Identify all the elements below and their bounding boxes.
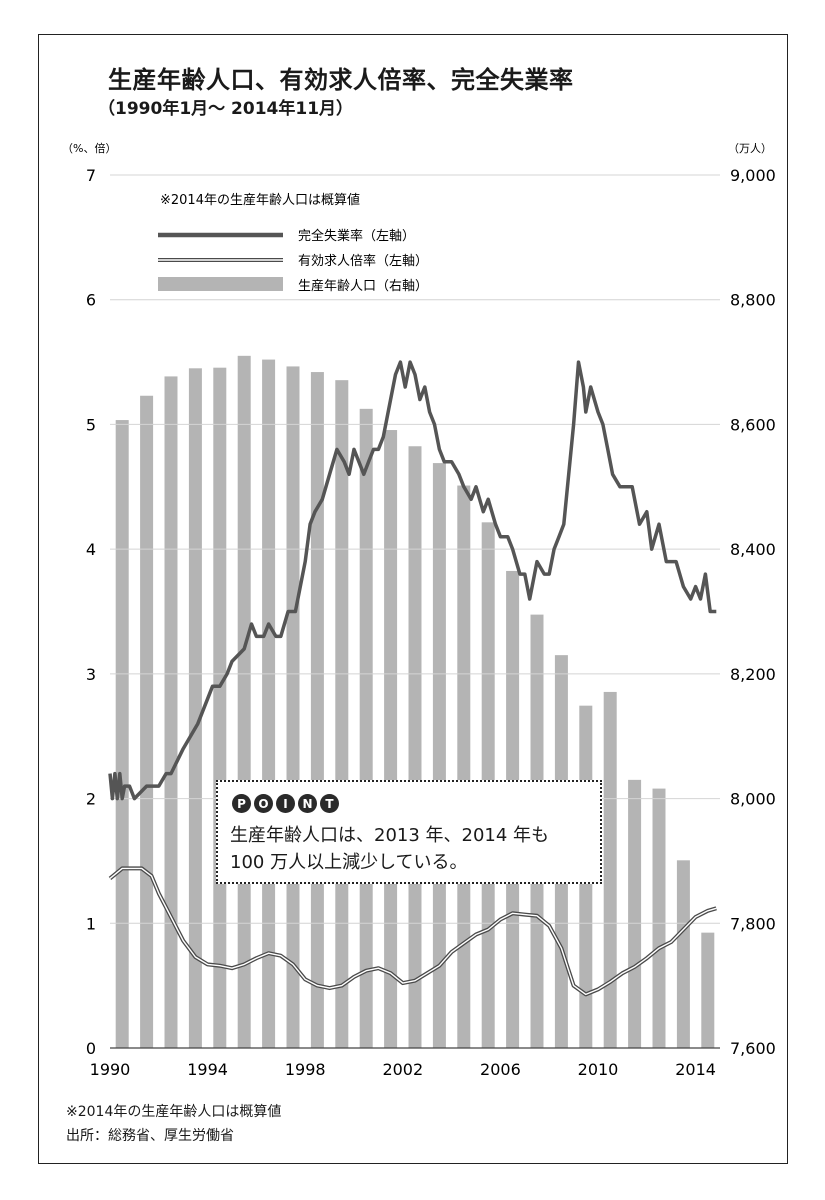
footnote: ※2014年の生産年齢人口は概算値 (66, 1104, 282, 1120)
right-axis-tick-label: 8,200 (730, 665, 776, 684)
left-axis-tick-label: 0 (86, 1039, 96, 1058)
left-axis-unit: （%、倍） (62, 141, 116, 155)
population-bar (628, 779, 642, 1048)
legend-working-age-swatch (158, 277, 283, 291)
right-axis-tick-label: 8,800 (730, 291, 776, 310)
legend-working-age-label: 生産年齢人口（右軸） (298, 278, 428, 294)
chart-subtitle: （1990年1月～ 2014年11月） (98, 99, 354, 119)
point-badge-letter: O (254, 794, 273, 813)
left-axis-tick-label: 5 (86, 415, 96, 434)
source-note: 出所：総務省、厚生労働省 (66, 1128, 234, 1144)
x-axis-tick-label: 2002 (382, 1060, 423, 1079)
population-bar (286, 366, 300, 1049)
x-axis-tick-label: 2010 (578, 1060, 619, 1079)
chart-title: 生産年齢人口、有効求人倍率、完全失業率 (108, 66, 574, 94)
point-badge-letter: T (320, 794, 339, 813)
population-bar (188, 368, 202, 1048)
left-axis-tick-label: 7 (86, 166, 96, 185)
population-bar (408, 446, 422, 1049)
unemployment-line (108, 360, 717, 801)
population-bar (140, 395, 154, 1049)
legend-note: ※2014年の生産年齢人口は概算値 (160, 192, 360, 208)
population-bar (115, 420, 129, 1048)
point-badge-letter: I (276, 794, 295, 813)
population-bar (237, 355, 251, 1049)
population-bar (310, 372, 324, 1048)
population-bar (164, 376, 178, 1048)
population-bar (652, 788, 666, 1048)
point-badge: P O I N T (232, 794, 339, 813)
right-axis-unit: （万人） (728, 142, 772, 155)
right-axis-tick-label: 9,000 (730, 166, 776, 185)
left-axis-tick-label: 1 (86, 914, 96, 933)
population-bar (432, 463, 446, 1049)
population-bar (384, 430, 398, 1048)
legend-unemployment-label: 完全失業率（左軸） (298, 228, 415, 244)
left-axis-tick-label: 3 (86, 665, 96, 684)
right-axis-tick-label: 7,800 (730, 914, 776, 933)
population-bar (335, 380, 349, 1048)
grid-lines (110, 174, 720, 1049)
chart-axes: 0 1 2 3 4 5 6 7 7,600 7,800 8,000 8,200 8,400 8,600 8,… (86, 166, 776, 1079)
population-bar (213, 367, 227, 1048)
right-axis-tick-label: 8,000 (730, 790, 776, 809)
right-axis-tick-label: 8,400 (730, 540, 776, 559)
x-axis-tick-label: 2014 (675, 1060, 716, 1079)
population-bar (457, 485, 471, 1048)
left-axis-tick-label: 2 (86, 790, 96, 809)
x-axis-tick-label: 1994 (187, 1060, 228, 1079)
right-axis-tick-label: 8,600 (730, 415, 776, 434)
population-bar (676, 860, 690, 1048)
left-axis-tick-label: 6 (86, 291, 96, 310)
legend-job-ratio-label: 有効求人倍率（左軸） (298, 253, 428, 269)
point-badge-letter: P (232, 794, 251, 813)
population-bar (701, 932, 715, 1048)
x-axis-tick-label: 2006 (480, 1060, 521, 1079)
point-callout: P O I N T 生産年齢人口は、2013 年、2014 年も 100 万人以… (216, 780, 602, 884)
population-bar (603, 691, 617, 1048)
population-bar (262, 359, 276, 1048)
point-badge-letter: N (298, 794, 317, 813)
left-axis-tick-label: 4 (86, 540, 96, 559)
legend: ※2014年の生産年齢人口は概算値 完全失業率（左軸） 有効求人倍率（左軸） 生… (158, 192, 428, 294)
x-axis-tick-label: 1998 (285, 1060, 326, 1079)
point-text: 生産年齢人口は、2013 年、2014 年も 100 万人以上減少している。 (230, 825, 550, 873)
x-axis-tick-label: 1990 (90, 1060, 131, 1079)
job-ratio-line-inner (109, 867, 717, 996)
population-bar (359, 408, 373, 1048)
series-lines (108, 360, 717, 997)
chart-frame (38, 34, 788, 1164)
right-axis-tick-label: 7,600 (730, 1039, 776, 1058)
